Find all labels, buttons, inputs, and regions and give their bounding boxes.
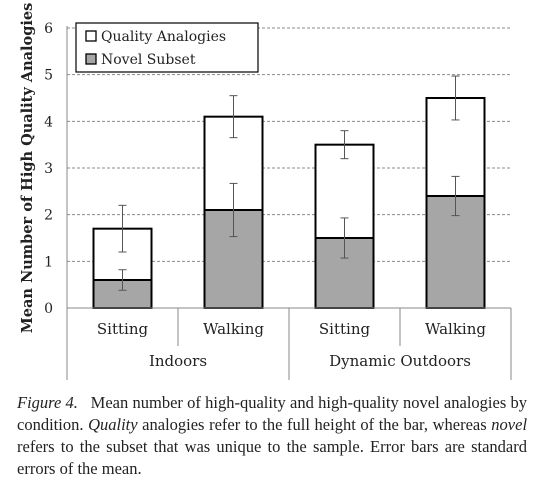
y-tick-label: 3 <box>44 161 53 177</box>
legend-swatch <box>85 53 97 65</box>
y-tick-label: 0 <box>44 301 53 317</box>
legend-label: Novel Subset <box>101 52 196 68</box>
x-category-label: Walking <box>425 320 486 338</box>
y-tick-label: 4 <box>44 114 53 130</box>
y-axis-label: Mean Number of High Quality Analogies <box>19 3 36 334</box>
caption-part3: refers to the subset that was unique to … <box>17 437 527 478</box>
caption-novel-word: novel <box>491 415 528 434</box>
y-axis: 0 1 2 3 4 5 6 <box>44 21 68 317</box>
legend: Quality Analogies Novel Subset <box>75 22 259 73</box>
x-category-label: Sitting <box>97 320 149 338</box>
error-bars <box>118 75 460 291</box>
y-tick-label: 2 <box>44 208 53 224</box>
y-tick-label: 6 <box>44 21 53 37</box>
x-group-label: Indoors <box>149 352 207 370</box>
caption-quality-word: Quality <box>88 415 138 434</box>
x-axis: Sitting Walking Sitting Walking Indoors Dynam… <box>66 307 512 380</box>
bars <box>92 97 486 310</box>
caption-part2: analogies refer to the full height of th… <box>142 415 487 434</box>
figure-caption: Figure 4. Mean number of high-quality an… <box>17 392 527 480</box>
y-tick-label: 1 <box>44 254 53 270</box>
y-tick-label: 5 <box>44 68 53 84</box>
legend-swatch <box>85 30 97 42</box>
legend-label: Quality Analogies <box>101 29 226 45</box>
x-group-label: Dynamic Outdoors <box>329 352 471 370</box>
legend-box <box>75 22 259 73</box>
caption-lead: Figure 4. <box>17 393 78 412</box>
caption-part1: Mean number of high-quality and high-qua… <box>17 393 527 434</box>
bar-chart: 0 1 2 3 4 5 6 Sitting Walking Sitting Walking Indo… <box>19 3 512 380</box>
x-category-label: Sitting <box>319 320 371 338</box>
x-category-label: Walking <box>203 320 264 338</box>
